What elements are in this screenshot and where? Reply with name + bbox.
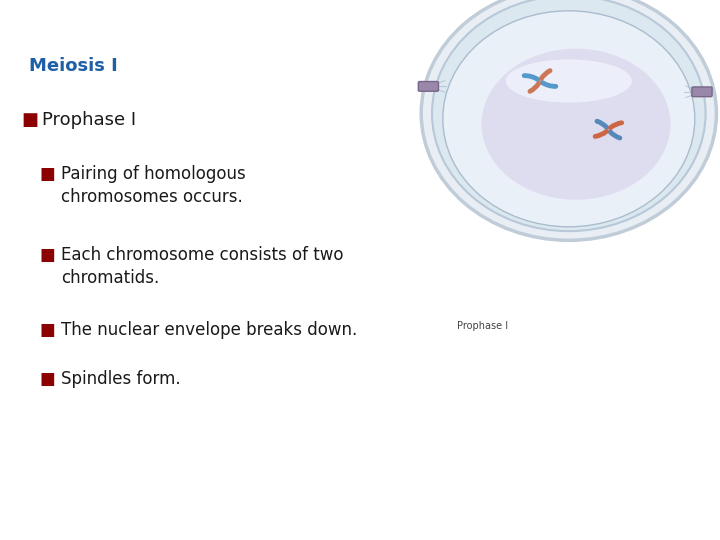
Text: Spindles form.: Spindles form. <box>61 370 181 388</box>
Text: Each chromosome consists of two
chromatids.: Each chromosome consists of two chromati… <box>61 246 343 287</box>
Text: The nuclear envelope breaks down.: The nuclear envelope breaks down. <box>61 321 357 339</box>
Text: ■: ■ <box>22 111 39 129</box>
Text: Prophase I: Prophase I <box>42 111 136 129</box>
Text: ■: ■ <box>40 370 55 388</box>
Ellipse shape <box>506 59 632 103</box>
Ellipse shape <box>443 11 695 227</box>
Text: ■: ■ <box>40 321 55 339</box>
FancyBboxPatch shape <box>418 82 438 91</box>
Ellipse shape <box>482 49 670 200</box>
FancyBboxPatch shape <box>692 87 712 97</box>
Text: ■: ■ <box>40 246 55 264</box>
Ellipse shape <box>432 0 706 231</box>
Text: ■: ■ <box>40 165 55 183</box>
Text: Meiosis I: Meiosis I <box>29 57 117 75</box>
Ellipse shape <box>421 0 716 240</box>
Text: Prophase I: Prophase I <box>457 321 508 332</box>
Text: Pairing of homologous
chromosomes occurs.: Pairing of homologous chromosomes occurs… <box>61 165 246 206</box>
